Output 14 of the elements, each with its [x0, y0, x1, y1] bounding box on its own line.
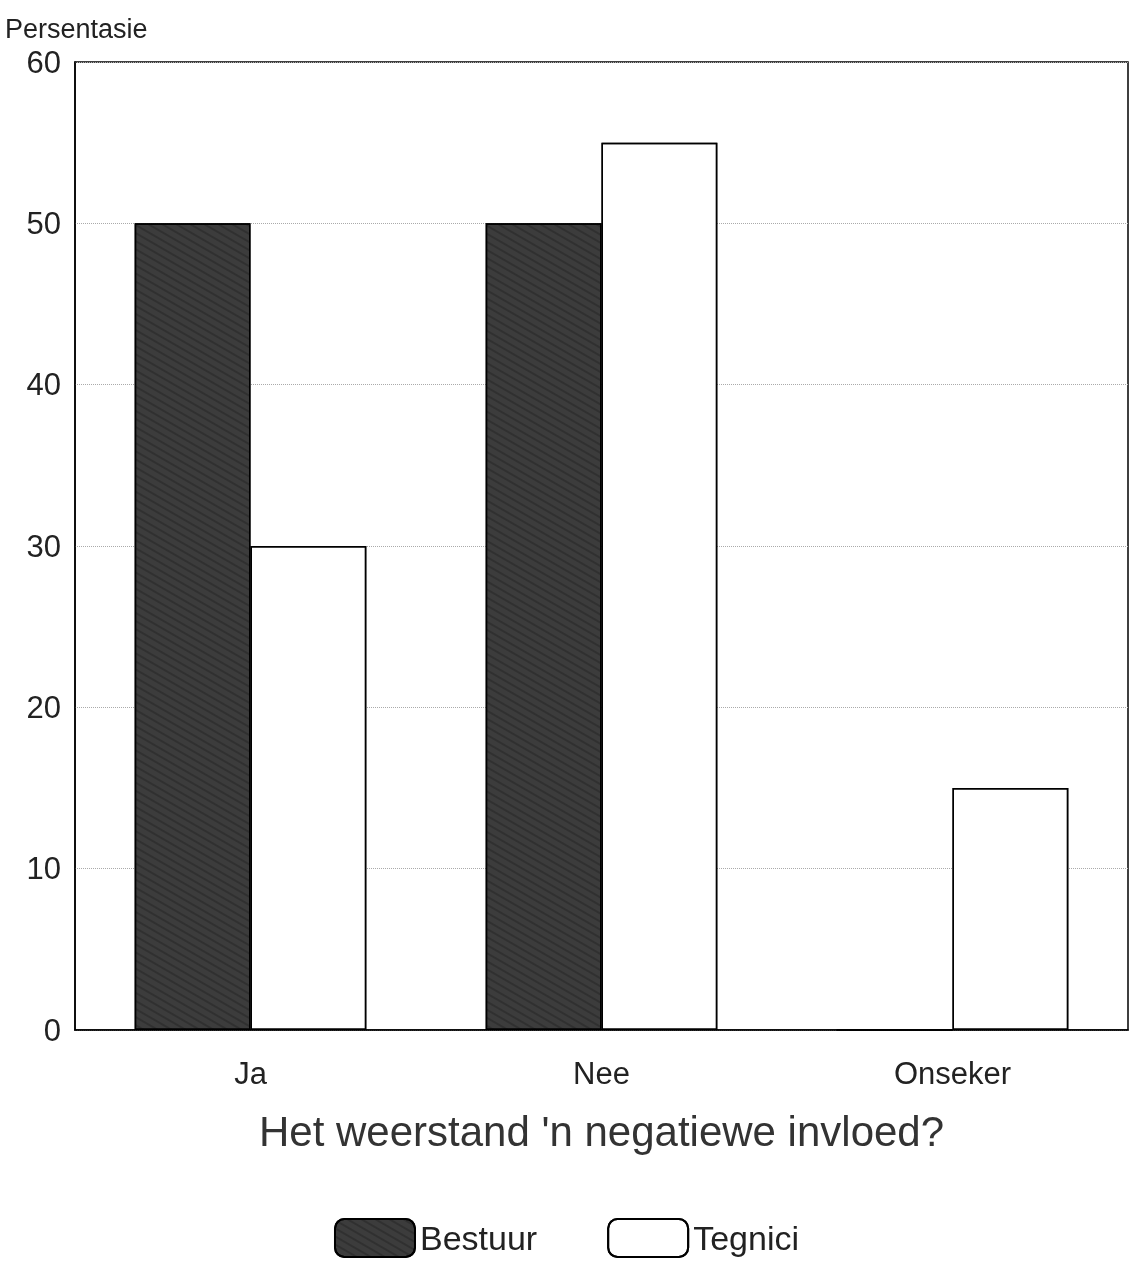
y-tick-label: 20 [26, 689, 61, 725]
y-tick-label: 0 [43, 1012, 61, 1048]
y-tick-label: 50 [26, 205, 61, 241]
y-tick-label: 10 [26, 851, 61, 887]
legend-label: Bestuur [420, 1219, 538, 1257]
legend-label: Tegnici [693, 1219, 800, 1257]
y-tick-label: 60 [26, 44, 61, 80]
x-tick-label: Onseker [893, 1056, 1012, 1091]
y-axis-title: Persentasie [5, 13, 148, 44]
y-tick-label: 30 [26, 528, 61, 564]
x-tick-label: Ja [234, 1056, 268, 1091]
y-tick-label: 40 [26, 367, 61, 403]
x-tick-label: Nee [573, 1056, 630, 1091]
x-axis-title: Het weerstand 'n negatiewe invloed? [258, 1107, 945, 1155]
